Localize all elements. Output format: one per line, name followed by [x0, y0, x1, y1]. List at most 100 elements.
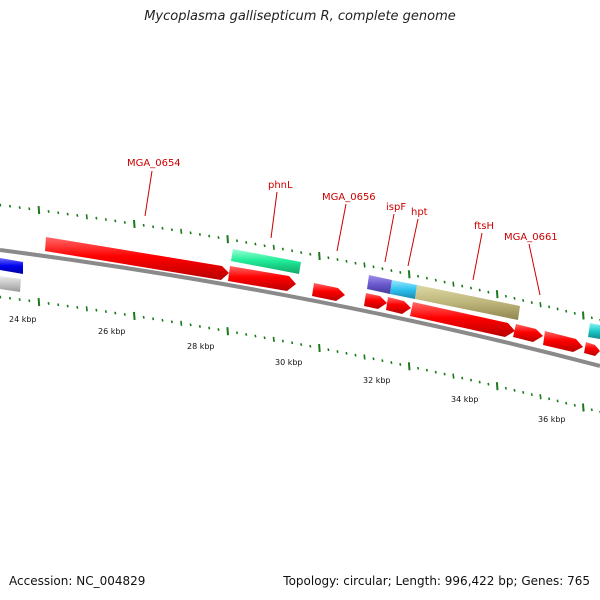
gene-hpt[interactable]	[386, 297, 411, 314]
kbp-label-26: 26 kbp	[98, 327, 126, 336]
kbp-label-34: 34 kbp	[451, 395, 479, 404]
scale-tick	[318, 251, 321, 261]
scale-tick	[180, 320, 183, 326]
gene-ftsH-rna[interactable]	[415, 285, 520, 320]
scale-tick	[565, 309, 568, 313]
scale-tick	[281, 339, 284, 343]
scale-tick	[556, 399, 559, 403]
scale-tick	[354, 261, 357, 265]
scale-tick	[300, 251, 303, 254]
kbp-labels: 24 kbp 26 kbp 28 kbp 30 kbp 32 kbp 34 kb…	[9, 315, 566, 424]
scale-tick	[522, 391, 525, 394]
gene-red-edge[interactable]	[584, 342, 600, 356]
scale-tick	[47, 302, 50, 305]
scale-tick	[152, 225, 155, 229]
label-leaders	[144, 170, 541, 296]
scale-tick	[245, 241, 248, 244]
scale-tick	[37, 206, 41, 215]
scale-tick	[390, 361, 393, 364]
scale-tick	[495, 290, 499, 299]
gene-blue-fwd[interactable]	[0, 258, 23, 274]
scale-tick	[133, 219, 136, 228]
scale-tick	[469, 286, 473, 290]
scale-tick	[114, 219, 117, 223]
scale-tick	[76, 306, 79, 309]
gene-ispF-rna[interactable]	[367, 275, 392, 294]
gene-mga0656[interactable]	[312, 283, 345, 301]
gene-phnL-rna[interactable]	[231, 249, 301, 274]
scale-tick	[504, 386, 507, 390]
gene-hpt-rna[interactable]	[390, 280, 417, 299]
scale-tick	[0, 295, 2, 299]
scale-tick	[161, 226, 164, 230]
scale-tick	[281, 247, 284, 251]
gene-labels: MGA_0654 phnL MGA_0656 ispF hpt ftsH MGA…	[127, 158, 558, 243]
gene-mga0661[interactable]	[543, 331, 583, 352]
kbp-label-28: 28 kbp	[187, 342, 215, 351]
gene-ispF[interactable]	[364, 293, 387, 309]
scale-tick	[114, 311, 117, 315]
label-ispF: ispF	[386, 202, 406, 213]
scale-tick	[66, 212, 69, 216]
scale-tick	[582, 403, 585, 412]
scale-tick	[57, 303, 60, 307]
scale-tick	[37, 298, 41, 307]
gene-phnL[interactable]	[228, 266, 296, 291]
scale-tick	[254, 242, 257, 246]
scale-tick	[208, 234, 211, 238]
scale-tick	[425, 276, 428, 280]
scale-tick	[95, 216, 98, 220]
label-mga0656: MGA_0656	[322, 192, 376, 203]
scale-tick	[478, 380, 481, 384]
scale-tick	[417, 274, 420, 278]
leader-ispF	[384, 213, 395, 263]
scale-tick	[399, 271, 402, 274]
reverse-track	[0, 266, 600, 356]
scale-tick	[590, 316, 593, 320]
scale-tick	[76, 214, 79, 217]
scale-tick	[57, 211, 60, 215]
scale-tick	[152, 317, 155, 321]
scale-tick	[381, 267, 384, 271]
scale-tick	[336, 258, 339, 261]
gene-ftsH[interactable]	[410, 302, 515, 337]
scale-tick	[354, 353, 357, 357]
gene-mga0660[interactable]	[513, 324, 543, 342]
scale-tick	[318, 343, 321, 353]
scale-tick	[487, 382, 490, 386]
label-mga0654: MGA_0654	[127, 158, 181, 169]
gene-gray-rev[interactable]	[0, 276, 21, 292]
scale-tick	[272, 244, 275, 250]
scale-tick	[104, 310, 107, 313]
gene-teal-fwd[interactable]	[588, 323, 600, 339]
scale-tick	[452, 281, 455, 287]
scale-tick	[513, 388, 516, 392]
scale-tick	[123, 313, 126, 316]
scale-ticks	[0, 203, 600, 414]
gene-mga0654[interactable]	[45, 237, 229, 280]
scale-tick	[590, 408, 593, 412]
scale-tick	[469, 378, 473, 382]
scale-tick	[443, 280, 446, 284]
scale-tick	[443, 372, 446, 376]
scale-tick	[263, 336, 266, 340]
leader-mga0654	[144, 170, 153, 217]
label-ftsH: ftsH	[474, 221, 494, 232]
accession-text: Accession: NC_004829	[9, 574, 146, 588]
scale-tick	[582, 311, 585, 320]
scale-tick	[235, 331, 239, 335]
label-mga0661: MGA_0661	[504, 232, 558, 243]
scale-tick	[327, 256, 330, 260]
scale-tick	[573, 403, 576, 407]
scale-tick	[309, 344, 312, 348]
scale-tick	[504, 294, 507, 298]
scale-tick	[461, 376, 464, 380]
scale-tick	[226, 327, 229, 336]
kbp-label-30: 30 kbp	[275, 358, 303, 367]
scale-tick	[539, 394, 542, 400]
leader-mga0656	[336, 203, 347, 252]
scale-tick	[530, 393, 533, 396]
scale-tick	[198, 325, 201, 328]
scale-tick	[66, 304, 69, 308]
